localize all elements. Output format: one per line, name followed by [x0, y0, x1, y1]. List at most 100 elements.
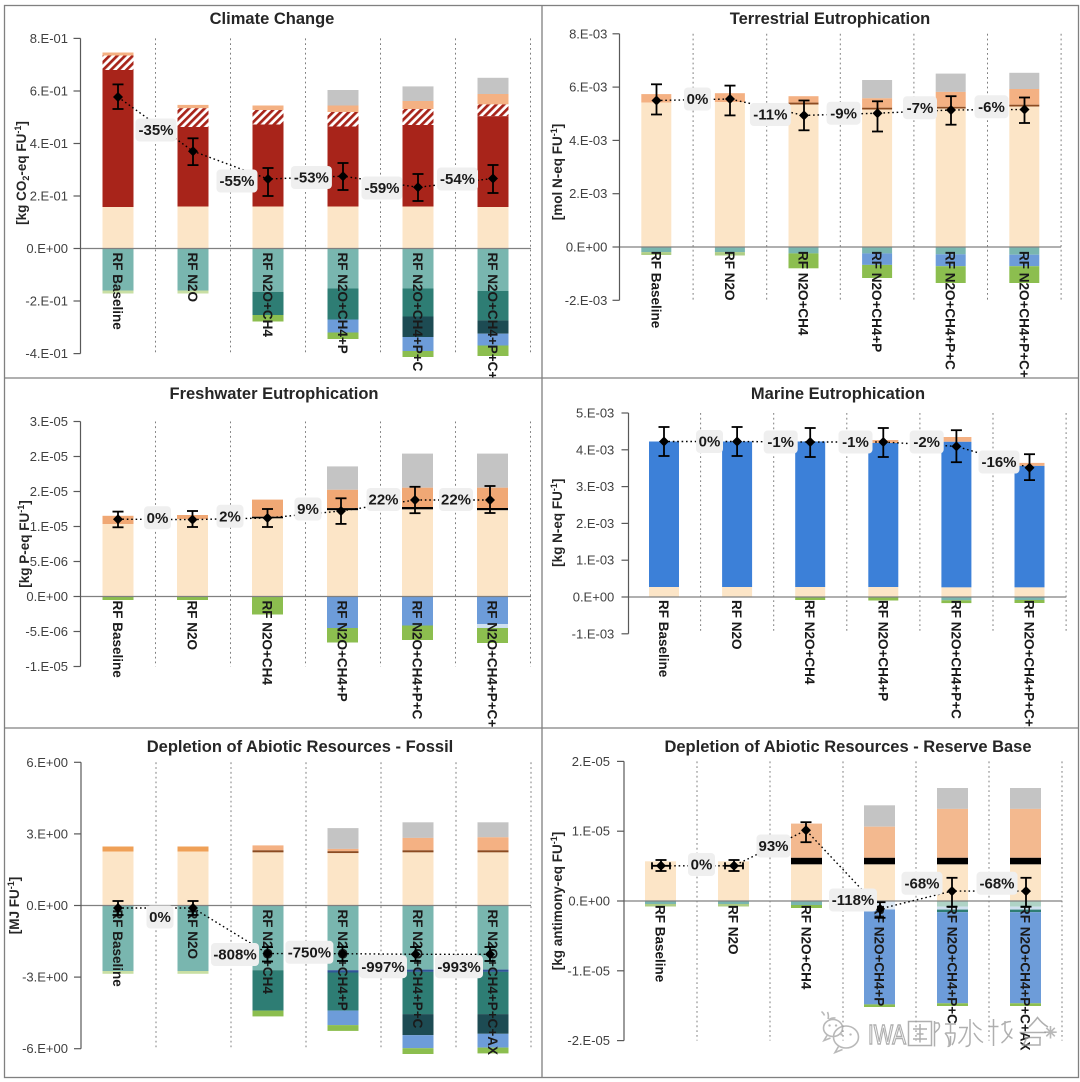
svg-text:6.E-01: 6.E-01 — [30, 84, 68, 99]
svg-text:RF N2O+CH4+P+C+AX: RF N2O+CH4+P+C+AX — [485, 601, 500, 747]
svg-text:Depletion of Abiotic Resources: Depletion of Abiotic Resources - Fossil — [147, 738, 454, 756]
svg-text:Climate Change: Climate Change — [210, 10, 335, 28]
svg-text:8.E-03: 8.E-03 — [569, 26, 607, 41]
svg-text:-6.E+00: -6.E+00 — [22, 1041, 68, 1056]
svg-text:0%: 0% — [691, 857, 713, 874]
svg-text:2.E-03: 2.E-03 — [576, 516, 614, 531]
svg-text:-118%: -118% — [832, 892, 875, 909]
svg-text:3.E-03: 3.E-03 — [576, 479, 614, 494]
svg-text:-2.E-03: -2.E-03 — [565, 293, 608, 308]
svg-text:-1%: -1% — [767, 434, 794, 451]
svg-text:-5.E-06: -5.E-06 — [25, 624, 68, 639]
svg-text:RF Baseline: RF Baseline — [110, 601, 125, 679]
svg-text:0.E+00: 0.E+00 — [26, 241, 68, 256]
svg-text:-997%: -997% — [361, 959, 404, 976]
svg-text:5.E-06: 5.E-06 — [30, 554, 68, 569]
svg-text:RF N2O+CH4+P+C: RF N2O+CH4+P+C — [948, 600, 963, 719]
svg-text:[kg N-eq FU-1​]: [kg N-eq FU-1​] — [549, 479, 565, 567]
svg-text:RF N2O: RF N2O — [729, 600, 744, 650]
svg-text:-68%: -68% — [904, 876, 939, 893]
svg-text:-54%: -54% — [440, 171, 475, 188]
svg-text:-59%: -59% — [364, 180, 399, 197]
svg-text:-2.E-01: -2.E-01 — [25, 294, 68, 309]
svg-text:[kg CO2​-eq FU-1​]: [kg CO2​-eq FU-1​] — [13, 121, 31, 225]
svg-text:RF N2O: RF N2O — [726, 905, 741, 955]
svg-text:RF Baseline: RF Baseline — [653, 905, 668, 983]
svg-text:Marine Eutrophication: Marine Eutrophication — [751, 385, 925, 403]
svg-text:[kg antimony-eq FU-1​]: [kg antimony-eq FU-1​] — [549, 832, 565, 971]
svg-text:0.E+00: 0.E+00 — [573, 590, 615, 605]
svg-text:-4.E-01: -4.E-01 — [25, 346, 68, 361]
svg-text:-53%: -53% — [294, 170, 329, 187]
svg-text:-1.E-05: -1.E-05 — [25, 659, 68, 674]
svg-text:-1.E-05: -1.E-05 — [567, 963, 610, 978]
svg-text:9%: 9% — [297, 501, 319, 518]
svg-text:2.E-01: 2.E-01 — [30, 189, 68, 204]
svg-text:RF N2O+CH4+P: RF N2O+CH4+P — [869, 251, 884, 352]
svg-text:22%: 22% — [441, 492, 471, 509]
svg-text:-3.E+00: -3.E+00 — [22, 970, 68, 985]
svg-text:8.E-01: 8.E-01 — [30, 31, 68, 46]
svg-text:RF N2O+CH4+P+C: RF N2O+CH4+P+C — [410, 253, 425, 372]
svg-text:-55%: -55% — [219, 173, 254, 190]
svg-text:RF N2O+CH4+P+C: RF N2O+CH4+P+C — [945, 905, 960, 1024]
svg-text:-2%: -2% — [913, 434, 940, 451]
svg-text:-6%: -6% — [978, 99, 1005, 116]
svg-text:RF Baseline: RF Baseline — [110, 253, 125, 331]
svg-text:-1%: -1% — [842, 434, 869, 451]
svg-text:22%: 22% — [368, 492, 398, 509]
svg-text:RF N2O+CH4+P: RF N2O+CH4+P — [872, 905, 887, 1006]
svg-text:6.E-03: 6.E-03 — [569, 80, 607, 95]
svg-text:-750%: -750% — [288, 945, 331, 962]
svg-text:RF N2O: RF N2O — [185, 253, 200, 303]
svg-text:RF N2O+CH4: RF N2O+CH4 — [260, 253, 275, 338]
svg-text:IWA: IWA — [868, 1019, 906, 1050]
svg-text:-1.E-03: -1.E-03 — [572, 626, 615, 641]
svg-text:2%: 2% — [219, 509, 241, 526]
svg-text:RF N2O+CH4+P+C: RF N2O+CH4+P+C — [410, 601, 425, 720]
svg-text:1.E-03: 1.E-03 — [576, 553, 614, 568]
svg-text:RF N2O+CH4: RF N2O+CH4 — [802, 600, 817, 685]
svg-text:2.E-05: 2.E-05 — [30, 449, 68, 464]
svg-text:RF N2O+CH4: RF N2O+CH4 — [796, 251, 811, 336]
svg-text:-2.E-05: -2.E-05 — [567, 1033, 610, 1048]
svg-text:RF Baseline: RF Baseline — [648, 251, 663, 329]
svg-text:RF N2O+CH4+P+C+AX: RF N2O+CH4+P+C+AX — [1022, 600, 1037, 746]
svg-text:0.E+00: 0.E+00 — [566, 240, 608, 255]
svg-text:-16%: -16% — [981, 454, 1016, 471]
svg-text:Freshwater Eutrophication: Freshwater Eutrophication — [169, 385, 378, 403]
svg-text:0.E+00: 0.E+00 — [26, 589, 68, 604]
svg-text:0%: 0% — [699, 434, 721, 451]
svg-text:-35%: -35% — [138, 122, 173, 139]
svg-text:4.E-03: 4.E-03 — [576, 442, 614, 457]
svg-text:-11%: -11% — [753, 107, 787, 124]
svg-text:2.E-03: 2.E-03 — [569, 186, 607, 201]
svg-text:Terrestrial Eutrophication: Terrestrial Eutrophication — [730, 10, 930, 28]
svg-text:RF N2O+CH4+P+C+AX: RF N2O+CH4+P+C+AX — [485, 253, 500, 399]
svg-text:0.E+00: 0.E+00 — [26, 898, 68, 913]
svg-text:RF N2O+CH4+P+C: RF N2O+CH4+P+C — [410, 910, 425, 1029]
svg-text:-993%: -993% — [437, 959, 480, 976]
svg-text:0%: 0% — [147, 510, 169, 527]
svg-text:RF Baseline: RF Baseline — [110, 910, 125, 988]
svg-text:4.E-01: 4.E-01 — [30, 136, 68, 151]
svg-text:93%: 93% — [758, 838, 788, 855]
svg-text:4.E-03: 4.E-03 — [569, 133, 607, 148]
svg-text:0.E+00: 0.E+00 — [568, 894, 610, 909]
svg-text:-9%: -9% — [830, 105, 857, 122]
svg-text:3.E+00: 3.E+00 — [26, 826, 68, 841]
svg-text:Depletion of Abiotic Resources: Depletion of Abiotic Resources - Reserve… — [664, 738, 1031, 756]
svg-text:1.E-05: 1.E-05 — [30, 519, 68, 534]
svg-text:RF N2O: RF N2O — [185, 910, 200, 960]
svg-text:2.E-05: 2.E-05 — [572, 754, 610, 769]
svg-text:0%: 0% — [687, 91, 709, 108]
svg-text:RF N2O+CH4+P+C+AX: RF N2O+CH4+P+C+AX — [1018, 905, 1033, 1051]
svg-text:5.E-03: 5.E-03 — [576, 406, 614, 421]
svg-text:RF N2O+CH4: RF N2O+CH4 — [260, 601, 275, 686]
svg-text:-7%: -7% — [907, 100, 934, 117]
svg-text:2.E-05: 2.E-05 — [30, 484, 68, 499]
svg-text:RF N2O+CH4+P+C: RF N2O+CH4+P+C — [943, 251, 958, 370]
svg-text:RF N2O+CH4+P: RF N2O+CH4+P — [335, 253, 350, 354]
svg-text:RF N2O+CH4: RF N2O+CH4 — [799, 905, 814, 990]
svg-text:RF N2O+CH4+P: RF N2O+CH4+P — [875, 600, 890, 701]
